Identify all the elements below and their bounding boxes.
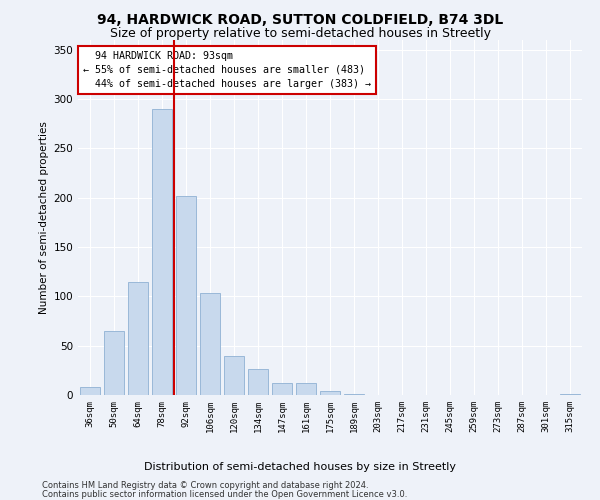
Bar — [80, 387, 100, 395]
Bar — [176, 196, 196, 395]
Text: 94, HARDWICK ROAD, SUTTON COLDFIELD, B74 3DL: 94, HARDWICK ROAD, SUTTON COLDFIELD, B74… — [97, 12, 503, 26]
Bar — [296, 383, 316, 395]
Bar — [320, 391, 340, 395]
Y-axis label: Number of semi-detached properties: Number of semi-detached properties — [39, 121, 49, 314]
Bar — [200, 294, 220, 395]
Bar — [152, 109, 172, 395]
Bar — [344, 394, 364, 395]
Bar — [272, 383, 292, 395]
Text: Size of property relative to semi-detached houses in Streetly: Size of property relative to semi-detach… — [110, 28, 491, 40]
Text: Distribution of semi-detached houses by size in Streetly: Distribution of semi-detached houses by … — [144, 462, 456, 472]
Bar — [104, 331, 124, 395]
Bar — [248, 370, 268, 395]
Bar — [224, 356, 244, 395]
Text: Contains public sector information licensed under the Open Government Licence v3: Contains public sector information licen… — [42, 490, 407, 499]
Text: 94 HARDWICK ROAD: 93sqm
← 55% of semi-detached houses are smaller (483)
  44% of: 94 HARDWICK ROAD: 93sqm ← 55% of semi-de… — [83, 50, 371, 88]
Bar — [128, 282, 148, 395]
Text: Contains HM Land Registry data © Crown copyright and database right 2024.: Contains HM Land Registry data © Crown c… — [42, 481, 368, 490]
Bar — [560, 394, 580, 395]
